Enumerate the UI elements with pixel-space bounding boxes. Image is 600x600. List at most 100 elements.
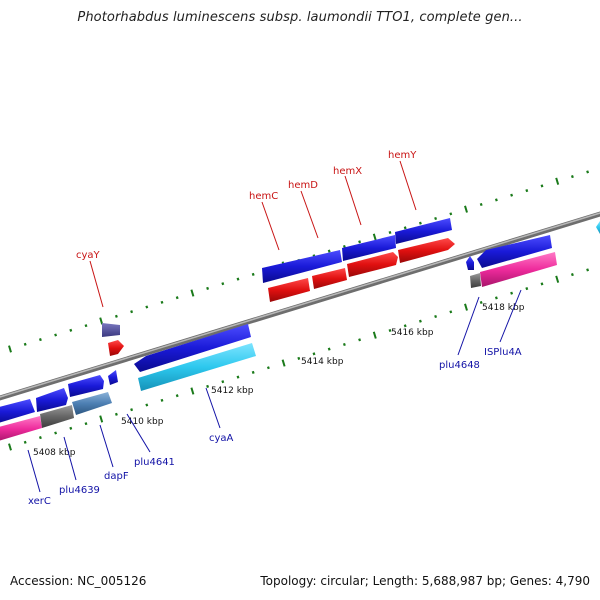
forward-tick-mark xyxy=(449,212,453,216)
forward-tick-mark xyxy=(221,282,225,286)
forward-tick-mark xyxy=(145,305,149,309)
gene-plu4639-hypo[interactable] xyxy=(40,405,74,428)
reverse-tick-mark xyxy=(570,273,574,277)
forward-tick-mark xyxy=(434,216,438,221)
forward-tick-mark xyxy=(236,277,240,281)
gene-label-dapF[interactable]: dapF xyxy=(104,471,129,482)
gene-hemC-arrow[interactable] xyxy=(268,278,310,302)
gene-label-hemY[interactable]: hemY xyxy=(388,150,417,161)
forward-tick-mark xyxy=(175,296,179,300)
reverse-tick-mark xyxy=(8,443,12,451)
reverse-tick-mark xyxy=(586,268,590,272)
forward-tick-mark xyxy=(510,193,514,197)
forward-tick-mark xyxy=(372,233,377,241)
reverse-tick-mark xyxy=(23,440,27,444)
forward-tick-mark xyxy=(525,189,529,193)
forward-tick-mark xyxy=(418,221,422,225)
gene-label-ISPlu4A[interactable]: ISPlu4A xyxy=(484,347,522,358)
forward-tick-mark xyxy=(114,314,118,318)
gene-cyaA-rna[interactable] xyxy=(138,343,256,391)
reverse-tick-mark xyxy=(69,426,73,430)
forward-tick-mark xyxy=(251,272,255,276)
gene-hemX-arrow[interactable] xyxy=(347,252,398,277)
gene-cyaA-cds[interactable] xyxy=(134,324,251,372)
gene-dapF-other[interactable] xyxy=(72,392,112,415)
forward-tick-mark xyxy=(160,300,164,304)
scale-label-5414: 5414 kbp xyxy=(301,357,344,367)
forward-tick-mark xyxy=(388,230,392,235)
gene-label-hemX[interactable]: hemX xyxy=(333,166,362,177)
gene-ISPlu4A-pseudo[interactable] xyxy=(480,252,557,287)
forward-tick-mark xyxy=(38,338,42,342)
scale-labels: 5408 kbp 5410 kbp 5412 kbp 5414 kbp 5416… xyxy=(33,303,525,458)
gene-ISPlu4A-cds[interactable] xyxy=(477,235,552,268)
forward-tick-mark xyxy=(130,310,134,314)
reverse-tick-mark xyxy=(358,338,362,342)
accession-label: Accession: NC_005126 xyxy=(10,574,147,588)
gene-label-plu4648[interactable]: plu4648 xyxy=(439,360,480,371)
reverse-tick-mark xyxy=(418,319,422,323)
reverse-gene-labels: xerC plu4639 dapF plu4641 cyaA plu4648 I… xyxy=(27,289,522,507)
reverse-tick-mark xyxy=(130,408,134,412)
gene-label-plu4641[interactable]: plu4641 xyxy=(134,457,175,468)
forward-tick-mark xyxy=(23,342,27,346)
gene-label-cyaY[interactable]: cyaY xyxy=(76,250,101,261)
reverse-tick-mark xyxy=(236,375,240,379)
forward-tick-mark xyxy=(327,249,331,253)
gene-dapF-cds[interactable] xyxy=(68,375,104,397)
forward-tick-mark xyxy=(586,170,590,174)
sequence-backbone xyxy=(0,211,600,401)
reverse-tick-mark xyxy=(206,384,210,388)
reverse-tick-mark xyxy=(342,342,346,347)
gene-hemD-arrow[interactable] xyxy=(312,268,347,289)
scale-label-5416: 5416 kbp xyxy=(391,328,434,338)
gene-label-cyaA[interactable]: cyaA xyxy=(209,433,234,444)
reverse-tick-mark xyxy=(327,347,331,351)
gene-xerC-pseudo[interactable] xyxy=(0,416,42,442)
reverse-tick-mark xyxy=(84,422,88,426)
forward-tick-mark xyxy=(570,175,574,179)
reverse-tick-mark xyxy=(434,314,438,319)
forward-tick-mark xyxy=(403,226,407,230)
forward-tick-mark xyxy=(99,317,104,325)
reverse-tick-mark xyxy=(388,328,392,333)
gene-plu4648-hypo[interactable] xyxy=(470,273,481,288)
gene-plu4639-cds[interactable] xyxy=(36,388,68,412)
gene-plu4648-cds[interactable] xyxy=(466,256,474,270)
gene-hemY-arrow[interactable] xyxy=(398,238,455,263)
gene-cyaY-arrow[interactable] xyxy=(108,340,124,356)
gene-label-hemC[interactable]: hemC xyxy=(249,191,278,202)
forward-tick-mark xyxy=(479,202,483,207)
gene-cyaY-box[interactable] xyxy=(102,323,120,337)
gene-hemD-cds[interactable] xyxy=(342,235,396,261)
reverse-tick-mark xyxy=(251,370,255,374)
reverse-tick-mark xyxy=(145,403,149,407)
gene-label-plu4639[interactable]: plu4639 xyxy=(59,485,100,496)
forward-tick-mark xyxy=(464,205,468,213)
reverse-tick-mark xyxy=(540,282,544,286)
scale-label-5410: 5410 kbp xyxy=(121,417,164,427)
reverse-tick-mark xyxy=(190,387,195,395)
forward-tick-mark xyxy=(54,333,58,337)
gene-hemC-cds[interactable] xyxy=(262,250,342,283)
gene-plu4641-cds[interactable] xyxy=(108,370,118,385)
forward-tick-mark xyxy=(69,328,73,332)
reverse-tick-mark xyxy=(281,359,286,367)
reverse-tick-mark xyxy=(464,303,468,311)
scale-label-5418: 5418 kbp xyxy=(482,303,525,313)
gene-xerC-cds[interactable] xyxy=(0,399,35,424)
scale-label-5412: 5412 kbp xyxy=(211,386,254,396)
scale-label-5408: 5408 kbp xyxy=(33,448,76,458)
gene-label-hemD[interactable]: hemD xyxy=(288,180,318,191)
forward-tick-mark xyxy=(342,244,346,249)
reverse-tick-mark xyxy=(54,431,58,435)
reverse-tick-mark xyxy=(38,436,42,440)
gene-hemX-cds[interactable] xyxy=(395,218,452,244)
reverse-tick-mark xyxy=(221,380,225,384)
edge-rna-fragment[interactable] xyxy=(596,221,600,234)
forward-tick-mark xyxy=(190,289,195,297)
gene-label-xerC[interactable]: xerC xyxy=(28,496,51,507)
reverse-tick-mark xyxy=(510,291,514,295)
forward-tick-mark xyxy=(8,345,12,353)
